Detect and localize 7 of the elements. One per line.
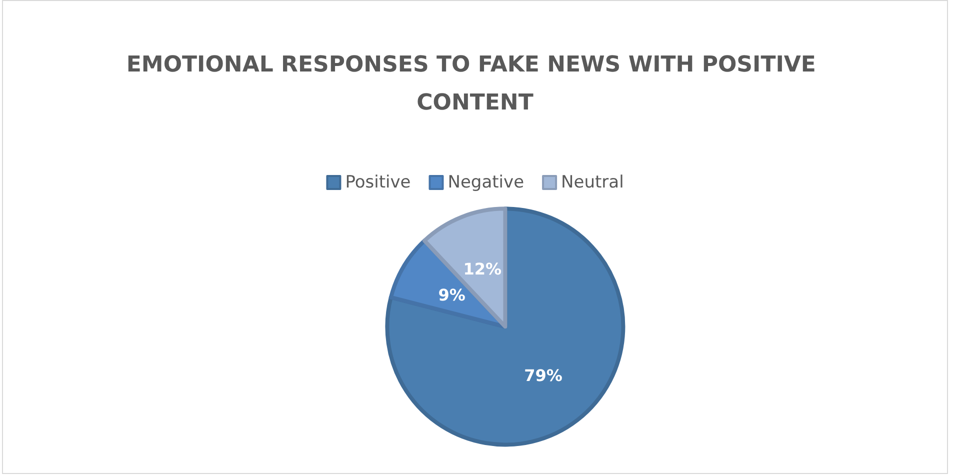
legend-label: Negative [448,172,524,192]
chart-title: EMOTIONAL RESPONSES TO FAKE NEWS WITH POSITIVE CONTENT [126,52,824,116]
legend-label: Positive [345,172,411,192]
data-label: 79% [524,366,562,386]
data-label: 9% [438,286,466,305]
data-label: 12% [463,260,502,279]
legend-label: Neutral [561,172,624,192]
